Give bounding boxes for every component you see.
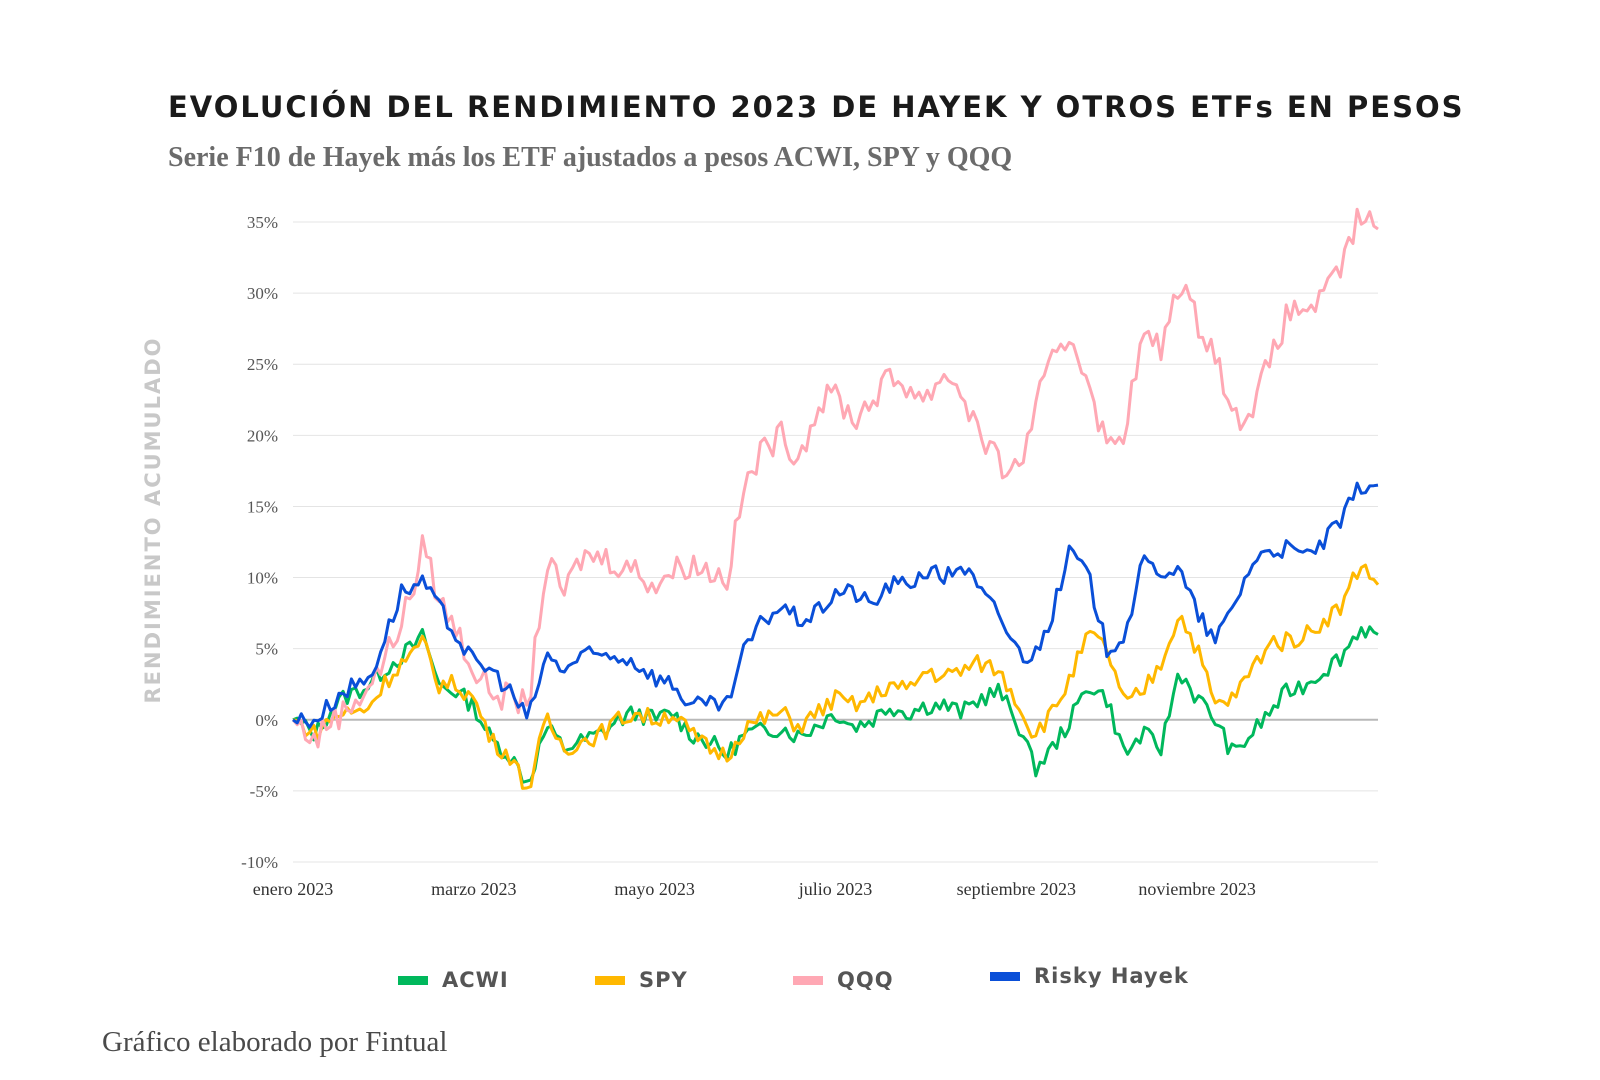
legend-swatch (595, 975, 625, 985)
x-tick-label: enero 2023 (253, 879, 333, 899)
series-line-spy (292, 563, 1380, 790)
y-tick-label: -10% (241, 853, 278, 872)
y-tick-label: 35% (247, 213, 278, 232)
series-line-risky-hayek (292, 481, 1379, 729)
x-tick-label: julio 2023 (798, 879, 873, 899)
axis-text-layer: 35% 30% 25% 20% 15% 10% 5% 0% -5% -10% enero 2023 m… (141, 213, 1256, 899)
legend-item-qqq: QQQ (793, 968, 894, 992)
y-axis-label: RENDIMIENTO ACUMULADO (141, 336, 165, 703)
y-tick-label: 25% (247, 355, 278, 374)
grid-layer (293, 221, 1378, 863)
legend-label: QQQ (837, 968, 894, 992)
legend-item-spy: SPY (595, 968, 688, 992)
footer-credit: Gráfico elaborado por Fintual (102, 1026, 448, 1058)
legend-swatch (990, 971, 1020, 981)
y-tick-label: -5% (250, 782, 278, 801)
legend-label: Risky Hayek (1034, 964, 1189, 988)
x-tick-label: septiembre 2023 (957, 879, 1076, 899)
legend-swatch (398, 975, 428, 985)
legend-item-acwi: ACWI (398, 968, 509, 992)
series-line-qqq (291, 207, 1379, 749)
series-line-acwi (292, 625, 1379, 784)
legend-label: ACWI (442, 968, 509, 992)
y-tick-label: 15% (247, 497, 278, 516)
legend-label: SPY (639, 968, 688, 992)
x-tick-label: marzo 2023 (431, 879, 516, 899)
x-tick-label: mayo 2023 (614, 879, 695, 899)
legend-item-risky-hayek: Risky Hayek (990, 964, 1189, 988)
y-tick-label: 20% (247, 426, 278, 445)
y-tick-label: 30% (247, 284, 278, 303)
series-layer (291, 207, 1380, 790)
y-tick-label: 10% (247, 569, 278, 588)
chart-subtitle: Serie F10 de Hayek más los ETF ajustados… (168, 142, 1013, 173)
chart-title: EVOLUCIÓN DEL RENDIMIENTO 2023 DE HAYEK … (168, 90, 1465, 124)
x-tick-label: noviembre 2023 (1138, 879, 1255, 899)
y-tick-label: 5% (255, 640, 278, 659)
legend-swatch (793, 975, 823, 985)
y-tick-label: 0% (255, 711, 278, 730)
